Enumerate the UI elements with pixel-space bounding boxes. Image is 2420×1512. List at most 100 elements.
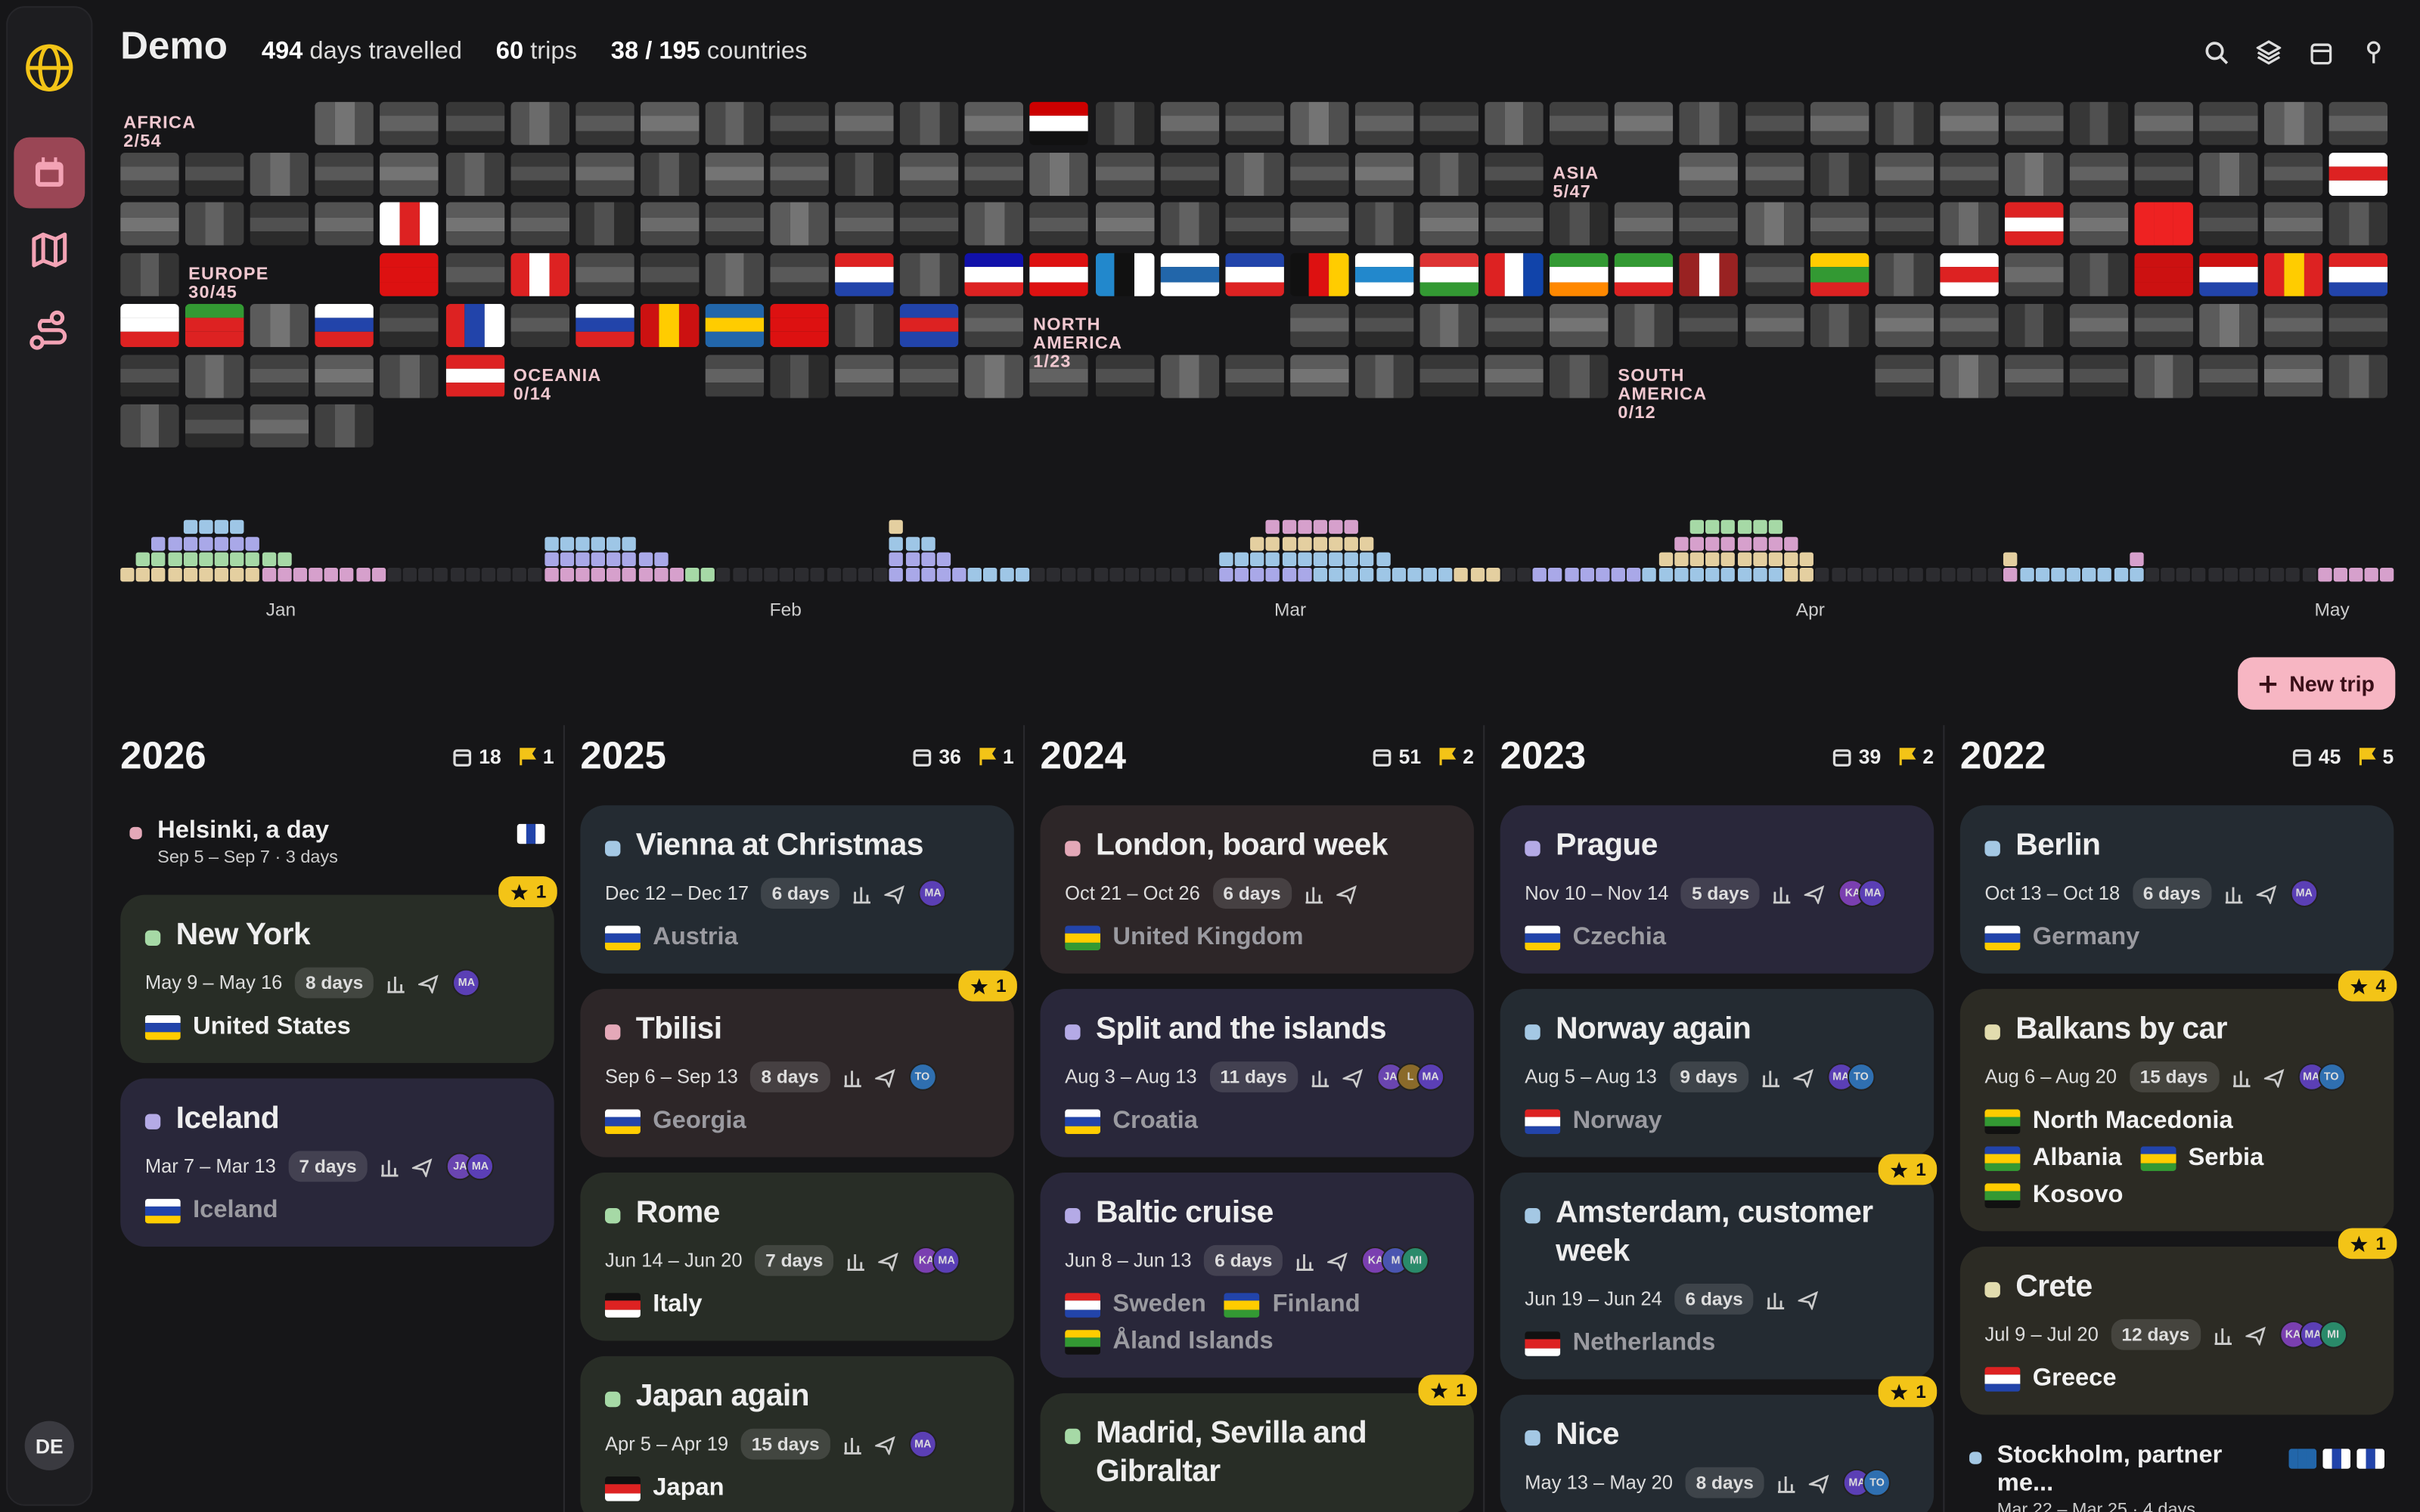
trip-card[interactable]: Vienna at Christmas Dec 12 – Dec 17 6 days… <box>580 805 1014 974</box>
flag-stripe <box>445 203 504 218</box>
timeline-day <box>246 568 260 582</box>
trip-countries: Croatia <box>1065 1108 1449 1136</box>
trip-countries: Austria <box>604 924 989 952</box>
flag-stripe <box>1874 203 1934 218</box>
flag-stripe <box>1745 181 1804 196</box>
new-trip-button[interactable]: New trip <box>2238 657 2396 710</box>
trip-duration: 8 days <box>1685 1467 1765 1498</box>
trip-title: Madrid, Sevilla and Gibraltar <box>1095 1416 1367 1489</box>
timeline-day <box>2129 568 2144 582</box>
timeline-day <box>2098 568 2112 582</box>
chart-icon <box>1311 1070 1329 1087</box>
cal-icon <box>453 748 472 766</box>
flag-tile <box>770 253 829 296</box>
trip-compact[interactable]: Helsinki, a day Sep 5 – Sep 7 · 3 days <box>120 805 554 879</box>
logo[interactable] <box>20 39 79 98</box>
flag-stripe <box>1289 101 1310 145</box>
timeline-day <box>198 536 213 550</box>
trip-card[interactable]: Tbilisi 1 Sep 6 – Sep 13 8 days TO Georgia <box>580 970 1017 1157</box>
flag-stripe <box>1030 354 1089 369</box>
mini-flag <box>604 1476 641 1501</box>
timeline-day <box>214 520 229 534</box>
flag-stripe <box>1874 354 1934 369</box>
timeline-day <box>748 568 762 582</box>
flag-stripe <box>575 166 634 181</box>
flag-stripe <box>1699 101 1719 145</box>
flag-stripe <box>144 1023 181 1032</box>
plus-icon <box>2260 674 2277 692</box>
flag-stripe <box>419 354 439 398</box>
flag-stripe <box>900 217 959 232</box>
flag-stripe <box>1810 203 1869 218</box>
flag-count-value: 1 <box>542 744 554 768</box>
trip-card[interactable]: Crete 1 Jul 9 – Jul 20 12 days KA MA MI Greece <box>1959 1228 2397 1415</box>
flag-stripe <box>1984 942 2021 951</box>
trip-compact[interactable]: Stockholm, partner me... Mar 22 – Mar 25 … <box>1960 1430 2394 1512</box>
trip-card[interactable]: Prague Nov 10 – Nov 14 5 days KA MA Czechia <box>1500 805 1934 974</box>
flag-tile <box>1615 101 1674 145</box>
flag-stripe <box>770 152 829 167</box>
trip-title: Baltic cruise <box>1095 1195 1274 1230</box>
trip-duration: 7 days <box>754 1244 834 1276</box>
trip-title-row: Nice <box>1525 1416 1909 1455</box>
flag-stripe <box>575 281 634 296</box>
flag-stripe <box>120 318 179 333</box>
flag-stripe <box>2369 354 2388 398</box>
trip-card[interactable]: Baltic cruise Jun 8 – Jun 13 6 days KA M MI Sw… <box>1040 1173 1474 1378</box>
timeline-day <box>277 568 292 582</box>
flag-tile <box>2134 354 2194 398</box>
search-button[interactable] <box>2204 40 2229 65</box>
timeline-day <box>1799 568 1814 582</box>
pin-button[interactable] <box>2361 40 2386 65</box>
flag-tile <box>1939 303 1999 347</box>
flag-tile <box>2134 203 2194 246</box>
flag-stripe <box>159 404 179 448</box>
trip-card[interactable]: Split and the islands Aug 3 – Aug 13 11 da… <box>1040 989 1474 1157</box>
trip-card[interactable]: Madrid, Sevilla and Gibraltar 1 <box>1040 1374 1478 1512</box>
timeline-day <box>560 552 574 566</box>
timeline-day <box>1329 552 1343 566</box>
trip-card[interactable]: Norway again Aug 5 – Aug 13 9 days MA TO Norw… <box>1500 989 1934 1157</box>
nav-calendar[interactable] <box>14 137 85 209</box>
user-avatar[interactable]: DE <box>24 1421 74 1470</box>
chart-icon <box>844 1437 861 1454</box>
flag-tile <box>315 203 374 246</box>
day-count-value: 18 <box>479 744 501 768</box>
flag-stripe <box>770 303 829 318</box>
trip-card[interactable]: New York 1 May 9 – May 16 8 days MA United St… <box>120 876 557 1064</box>
flag-stripe <box>1569 354 1590 398</box>
calendar-button[interactable] <box>2309 40 2334 65</box>
layers-button[interactable] <box>2256 40 2282 65</box>
year: 2026 <box>120 733 206 777</box>
flag-tile <box>1289 203 1349 246</box>
timeline-day <box>1517 568 1531 582</box>
nav-route[interactable] <box>20 301 79 360</box>
flag-stripe <box>1615 253 1674 268</box>
trip-card[interactable]: London, board week Oct 21 – Oct 26 6 days U… <box>1040 805 1474 974</box>
timeline-day <box>1752 552 1767 566</box>
trip-card[interactable]: Balkans by car 4 Aug 6 – Aug 20 15 days MA TO… <box>1959 970 2397 1232</box>
stat: 60 trips <box>496 39 577 67</box>
flag-stripe <box>2004 152 2024 196</box>
trip-card[interactable]: Berlin Oct 13 – Oct 18 6 days MA Germany <box>1959 805 2394 974</box>
timeline-day <box>622 568 637 582</box>
flag-stripe <box>1329 101 1349 145</box>
timeline-day <box>544 552 558 566</box>
timeline-day <box>1721 520 1736 534</box>
flag-stripe <box>204 203 225 246</box>
trip-card[interactable]: Japan again Apr 5 – Apr 19 15 days MA Japan <box>580 1356 1014 1512</box>
trip-title: Split and the islands <box>1095 1012 1387 1046</box>
flag-stripe <box>2024 303 2044 347</box>
timeline-day <box>465 568 480 582</box>
flag-stripe <box>1224 1301 1261 1309</box>
trip-title-row: Crete <box>1984 1269 2369 1307</box>
flag-stripe <box>315 354 374 369</box>
flag-stripe <box>1680 253 1700 297</box>
trip-card[interactable]: Nice 1 May 13 – May 20 8 days MA TO <box>1500 1376 1938 1512</box>
trip-card[interactable]: Rome Jun 14 – Jun 20 7 days KA MA Italy <box>580 1173 1014 1341</box>
timeline-day <box>1784 568 1798 582</box>
trip-card[interactable]: Amsterdam, customer week 1 Jun 19 – Jun 24… <box>1500 1154 1938 1380</box>
flag-stripe <box>354 404 374 448</box>
trip-card[interactable]: Iceland Mar 7 – Mar 13 7 days JA MA Iceland <box>120 1078 554 1247</box>
nav-map[interactable] <box>20 221 79 280</box>
